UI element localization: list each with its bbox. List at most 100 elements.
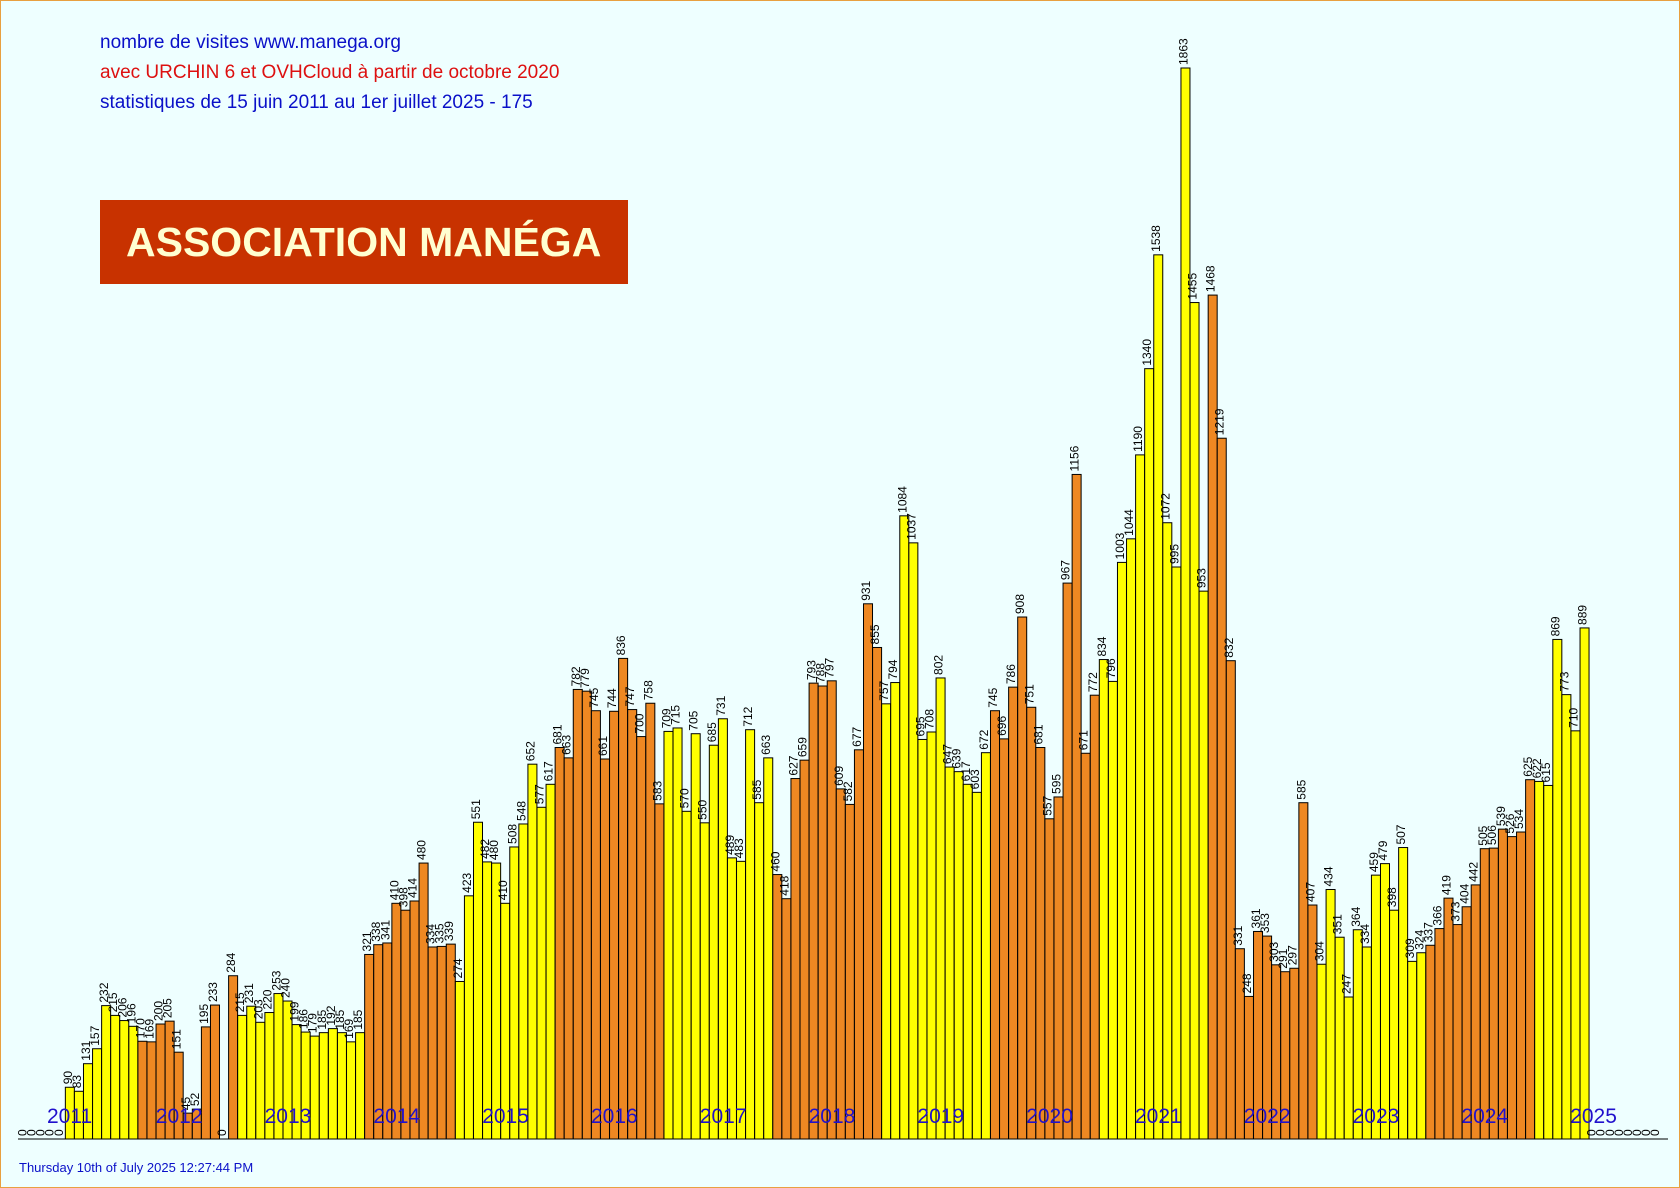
bar-value-label: 647 — [941, 744, 955, 764]
bar-value-label: 199 — [288, 1001, 302, 1021]
bar — [1153, 254, 1164, 1140]
bar-value-label: 398 — [1385, 887, 1399, 907]
bar — [1497, 828, 1508, 1140]
bar-value-label: 398 — [396, 887, 410, 907]
bar — [545, 783, 556, 1140]
bar-value-label: 671 — [1077, 730, 1091, 750]
bar-value-label: 0 — [1648, 1129, 1662, 1136]
bar — [1334, 936, 1345, 1140]
bar-value-label: 681 — [551, 724, 565, 744]
bar — [853, 749, 864, 1140]
bar — [327, 1028, 338, 1140]
bar-value-label: 625 — [1521, 756, 1535, 776]
bar-value-label: 506 — [1485, 825, 1499, 845]
bar-value-label: 627 — [786, 755, 800, 775]
bar-value-label: 773 — [1557, 671, 1571, 691]
bar-value-label: 179 — [306, 1013, 320, 1033]
bar-value-label: 609 — [832, 766, 846, 786]
bar — [618, 657, 629, 1140]
bar — [209, 1004, 220, 1140]
bar — [1570, 730, 1581, 1140]
bar-value-label: 215 — [233, 992, 247, 1012]
bar-value-label: 418 — [777, 875, 791, 895]
bar-value-label: 195 — [197, 1004, 211, 1024]
bar-value-label: 583 — [650, 781, 664, 801]
bar — [572, 688, 583, 1140]
bar-value-label: 507 — [1394, 824, 1408, 844]
bar — [1116, 561, 1127, 1140]
bar-value-label: 247 — [1340, 974, 1354, 994]
bar — [872, 646, 883, 1140]
bar — [581, 690, 592, 1140]
bar-value-label: 231 — [242, 983, 256, 1003]
bar-value-label: 708 — [923, 709, 937, 729]
bar-value-label: 603 — [968, 769, 982, 789]
bar — [1044, 818, 1055, 1140]
bar-value-label: 677 — [850, 726, 864, 746]
bar — [463, 895, 474, 1140]
bar-value-label: 0 — [43, 1129, 57, 1136]
bar — [1543, 784, 1554, 1140]
bar-value-label: 52 — [188, 1092, 202, 1106]
bar-value-label: 489 — [723, 835, 737, 855]
bar-value-label: 45 — [179, 1096, 193, 1110]
bar — [1289, 967, 1300, 1140]
bar-value-label: 577 — [532, 784, 546, 804]
bar-value-label: 0 — [1585, 1129, 1599, 1136]
bar-value-label: 157 — [88, 1025, 102, 1045]
bar — [1216, 437, 1227, 1140]
bar-value-label: 0 — [52, 1129, 66, 1136]
bar-value-label: 1037 — [904, 513, 918, 540]
bar — [899, 515, 910, 1140]
bar-value-label: 779 — [578, 668, 592, 688]
bar — [1407, 960, 1418, 1140]
year-label: 2024 — [1461, 1105, 1508, 1128]
bar-value-label: 585 — [1294, 779, 1308, 799]
bar-value-label: 334 — [1358, 924, 1372, 944]
bar-value-label: 709 — [659, 708, 673, 728]
bar-value-label: 373 — [1449, 901, 1463, 921]
year-label: 2013 — [265, 1105, 312, 1128]
bar-value-label: 203 — [251, 999, 265, 1019]
bar-value-label: 321 — [360, 931, 374, 951]
bar-value-label: 169 — [142, 1019, 156, 1039]
bar — [1026, 706, 1037, 1140]
year-label: 2016 — [591, 1105, 638, 1128]
bar-value-label: 705 — [687, 710, 701, 730]
bar — [1008, 686, 1019, 1140]
bar-value-label: 617 — [959, 761, 973, 781]
year-label: 2023 — [1353, 1105, 1400, 1128]
bar-value-label: 551 — [469, 799, 483, 819]
bar — [1443, 897, 1454, 1140]
bar — [835, 788, 846, 1140]
bar — [717, 718, 728, 1140]
bar-value-label: 685 — [705, 722, 719, 742]
bar-value-label: 696 — [995, 716, 1009, 736]
bar-value-label: 410 — [387, 880, 401, 900]
bar — [1089, 694, 1100, 1140]
bar — [473, 821, 483, 1140]
bar-value-label: 410 — [496, 880, 510, 900]
bar — [454, 980, 465, 1140]
bar-value-label: 460 — [768, 851, 782, 871]
bar — [917, 738, 928, 1140]
bar — [200, 1026, 211, 1140]
bar — [237, 1014, 248, 1140]
bar — [1488, 847, 1499, 1140]
bar-value-label: 548 — [514, 801, 528, 821]
bar-value-label: 366 — [1430, 905, 1444, 925]
bar — [1479, 848, 1490, 1140]
bar-value-label: 557 — [1040, 795, 1054, 815]
bar — [1298, 802, 1309, 1140]
bar-value-label: 0 — [1594, 1129, 1608, 1136]
title-line-2: avec URCHIN 6 et OVHCloud à partir de oc… — [100, 62, 560, 83]
bar — [1080, 752, 1091, 1140]
bar-value-label: 90 — [61, 1071, 75, 1085]
bar-value-label: 712 — [741, 706, 755, 726]
bar — [790, 778, 801, 1140]
bar — [255, 1021, 266, 1140]
bar-value-label: 442 — [1467, 862, 1481, 882]
bar — [708, 744, 719, 1140]
bar-value-label: 220 — [260, 989, 274, 1009]
